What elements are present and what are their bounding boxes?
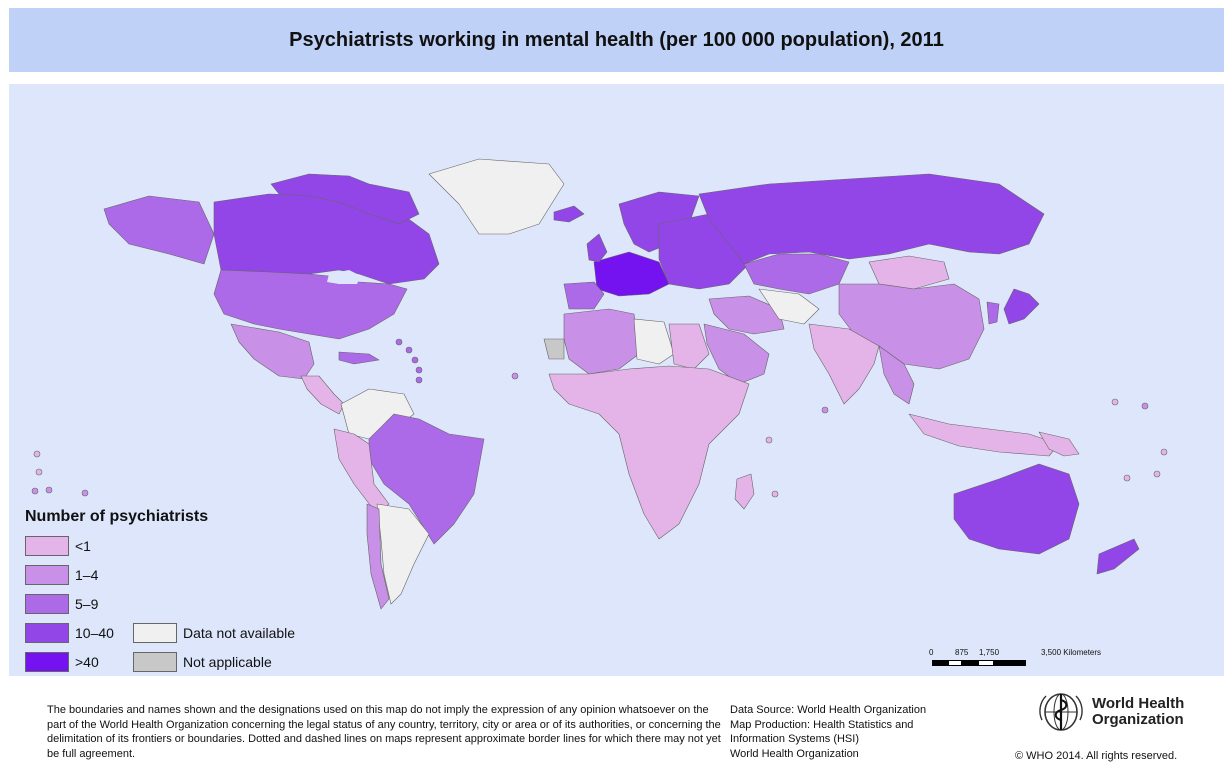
region-south-asia — [808, 323, 880, 405]
copyright: © WHO 2014. All rights reserved. — [1015, 750, 1178, 762]
island-marker — [1153, 470, 1161, 478]
island-marker — [1111, 398, 1119, 406]
legend-label: 10–40 — [75, 625, 114, 641]
title-bar: Psychiatrists working in mental health (… — [9, 8, 1224, 72]
legend-swatch — [133, 623, 177, 643]
legend-label: 1–4 — [75, 567, 99, 583]
region-usa — [213, 269, 408, 340]
legend-item-10-40: 10–40 — [25, 622, 114, 644]
region-korea — [986, 301, 1000, 325]
scale-segment — [948, 660, 962, 666]
legend-item-lt1: <1 — [25, 535, 91, 557]
who-logo: World Health Organization — [1036, 690, 1184, 734]
island-marker — [31, 487, 39, 495]
island-marker — [415, 366, 423, 374]
island-marker — [1123, 474, 1131, 482]
island-marker — [81, 489, 89, 497]
legend: Number of psychiatrists <1 1–4 5–9 10–40… — [25, 508, 345, 678]
island-marker — [765, 436, 773, 444]
region-middle-east — [708, 295, 785, 335]
legend-label: Not applicable — [183, 654, 272, 670]
map-panel — [9, 84, 1224, 676]
island-marker — [33, 450, 41, 458]
legend-item-1-4: 1–4 — [25, 564, 98, 586]
who-name: World Health Organization — [1092, 695, 1185, 728]
legend-item-not-applicable: Not applicable — [133, 651, 272, 673]
region-russia — [698, 173, 1045, 265]
region-central-america — [300, 375, 345, 415]
region-iceland — [553, 205, 585, 223]
world-map — [31, 158, 1168, 610]
island-marker — [415, 376, 423, 384]
legend-label: >40 — [75, 654, 99, 670]
region-libya — [633, 318, 675, 365]
region-chile — [366, 503, 390, 610]
scale-tick-0: 0 — [929, 648, 934, 657]
region-southeast-asia — [878, 345, 915, 405]
island-marker — [1141, 402, 1149, 410]
region-greenland — [428, 158, 565, 235]
region-new-zealand — [1096, 538, 1140, 575]
island-marker — [1160, 448, 1168, 456]
scale-segment — [978, 660, 994, 666]
island-marker — [821, 406, 829, 414]
region-argentina — [376, 503, 430, 605]
legend-swatch — [25, 594, 69, 614]
region-papua — [1038, 431, 1080, 457]
scale-segment — [994, 660, 1026, 666]
island-marker — [395, 338, 403, 346]
region-indonesia — [908, 413, 1060, 457]
legend-swatch — [25, 623, 69, 643]
island-marker — [511, 372, 519, 380]
region-kazakhstan — [743, 253, 850, 295]
region-egypt — [668, 323, 710, 370]
legend-swatch — [25, 565, 69, 585]
source-line: World Health Organization — [730, 747, 859, 760]
scale-bar: 0 875 1,750 3,500 Kilometers — [922, 648, 1122, 672]
legend-title: Number of psychiatrists — [25, 508, 209, 525]
legend-swatch — [25, 536, 69, 556]
island-marker — [771, 490, 779, 498]
region-canada-arctic — [270, 173, 420, 225]
source-line: Information Systems (HSI) — [730, 733, 859, 745]
great-lakes — [327, 270, 361, 284]
region-japan — [1003, 288, 1040, 325]
region-uk — [586, 233, 608, 263]
region-alaska — [103, 195, 215, 265]
region-australia — [953, 463, 1080, 555]
legend-swatch — [25, 652, 69, 672]
source-line: Map Production: Health Statistics and — [730, 718, 914, 731]
island-marker — [35, 468, 43, 476]
legend-label: <1 — [75, 538, 91, 554]
scale-tick-875: 875 — [955, 648, 969, 657]
region-madagascar — [734, 473, 755, 510]
legend-label: Data not available — [183, 625, 296, 641]
region-north-africa — [563, 308, 640, 375]
who-emblem-icon — [1039, 693, 1083, 731]
scale-segment — [962, 660, 978, 666]
region-iberia — [563, 281, 605, 310]
legend-label: 5–9 — [75, 596, 99, 612]
scale-segment — [932, 660, 948, 666]
island-marker — [45, 486, 53, 494]
region-sub-saharan-africa — [548, 365, 750, 540]
region-western-sahara — [543, 338, 565, 360]
data-source: Data Source: World Health Organization M… — [730, 703, 970, 761]
disclaimer: The boundaries and names shown and the d… — [47, 704, 721, 760]
island-marker — [411, 356, 419, 364]
legend-item-data-not-available: Data not available — [133, 622, 295, 644]
source-line: Data Source: World Health Organization — [730, 704, 927, 716]
region-western-europe — [593, 251, 670, 297]
map-title: Psychiatrists working in mental health (… — [289, 28, 944, 51]
region-andes — [333, 428, 390, 515]
scale-tick-3500: 3,500 Kilometers — [1041, 648, 1102, 657]
legend-item-gt40: >40 — [25, 651, 99, 673]
region-arabia — [703, 323, 770, 385]
island-marker — [405, 346, 413, 354]
scale-tick-1750: 1,750 — [979, 648, 1000, 657]
legend-item-5-9: 5–9 — [25, 593, 98, 615]
region-caribbean — [338, 351, 380, 365]
legend-swatch — [133, 652, 177, 672]
region-central-asia — [758, 288, 820, 325]
